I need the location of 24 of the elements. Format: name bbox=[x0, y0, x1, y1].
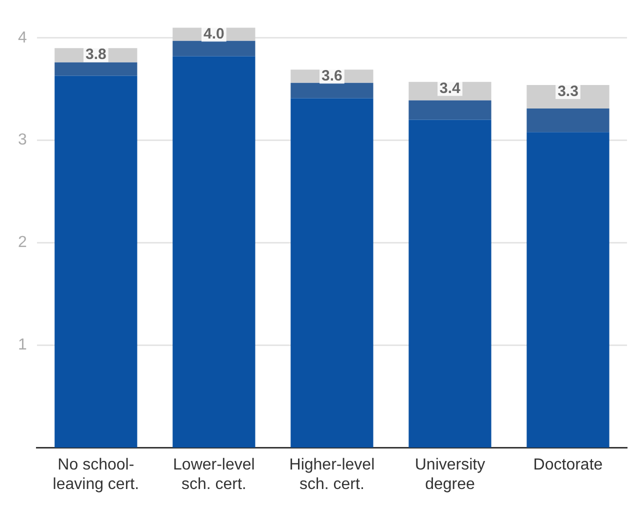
x-tick-label: Lower-level sch. cert. bbox=[173, 456, 255, 493]
y-tick-label: 3 bbox=[18, 132, 27, 149]
bar bbox=[408, 100, 492, 120]
bar bbox=[54, 76, 138, 448]
bar bbox=[172, 56, 256, 448]
bar bbox=[290, 82, 374, 98]
x-tick-label: No school-leaving cert. bbox=[52, 456, 140, 493]
annotation: 3.6 bbox=[322, 68, 342, 85]
x-tick-label: University degree bbox=[414, 456, 486, 493]
bar bbox=[526, 132, 610, 448]
bar bbox=[54, 62, 138, 76]
bar bbox=[172, 40, 256, 56]
bar bbox=[290, 98, 374, 448]
annotation: 3.8 bbox=[85, 46, 106, 64]
x-tick-label: Higher-level sch. cert. bbox=[289, 456, 375, 493]
annotation: 3.4 bbox=[440, 80, 462, 98]
annotation: 3.3 bbox=[558, 83, 578, 100]
bar bbox=[526, 108, 610, 132]
annotation: 4.0 bbox=[204, 26, 224, 43]
y-tick-label: 4 bbox=[18, 29, 27, 46]
x-tick-label: Doctorate bbox=[533, 456, 603, 474]
y-tick-label: 2 bbox=[18, 234, 27, 252]
bar bbox=[408, 120, 492, 448]
y-tick-label: 1 bbox=[18, 336, 27, 354]
